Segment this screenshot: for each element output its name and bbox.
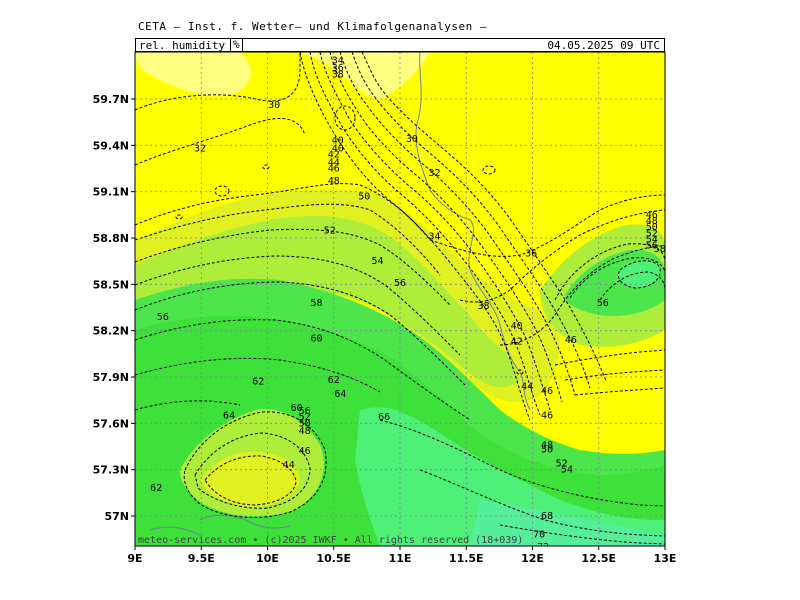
contour-label: 68	[541, 511, 553, 522]
contour-label: 34	[428, 231, 440, 242]
contour-lines	[135, 52, 665, 545]
contour-label: 50	[299, 418, 311, 429]
x-tick-label: 11E	[389, 552, 412, 565]
contour-label: 52	[324, 225, 336, 236]
contour-label: 56	[646, 241, 658, 252]
x-tick-label: 10E	[256, 552, 279, 565]
contour-label: 62	[328, 375, 340, 386]
y-tick-label: 59.1N	[93, 186, 129, 199]
contour-label: 36	[525, 248, 537, 259]
contour-label: 40	[511, 321, 523, 332]
contour-label: 56	[299, 406, 311, 417]
contour-label: 36	[332, 63, 344, 74]
x-tick-label: 10.5E	[316, 552, 351, 565]
contour-label: 52	[646, 228, 658, 239]
humidity-66-zone	[355, 407, 665, 546]
contour-label: 56	[157, 312, 169, 323]
dry-patch	[300, 52, 430, 100]
contour-label: 34	[332, 55, 344, 66]
contour-label: 48	[299, 426, 311, 437]
contour-label: 70	[533, 530, 545, 541]
humidity-50-band	[135, 216, 520, 388]
contour-label: 72	[537, 542, 549, 553]
y-tick-label: 59.4N	[93, 139, 129, 152]
contour-label: 30	[268, 100, 280, 111]
contour-label: 44	[521, 381, 533, 392]
contour-label: 56	[394, 278, 406, 289]
contour-labels: 3032303234363840404244464850525456585660…	[150, 55, 666, 553]
map-field: 3032303234363840404244464850525456585660…	[135, 52, 666, 553]
contour-label: 40	[332, 136, 344, 147]
x-tick-label: 11.5E	[449, 552, 484, 565]
contour-label: 64	[223, 411, 235, 422]
y-tick-label: 57.3N	[93, 464, 129, 477]
contour-label: 46	[299, 446, 311, 457]
y-tick-label: 59.7N	[93, 93, 129, 106]
copyright-footer: meteo-services.com • (c)2025 IWKF • All …	[138, 535, 524, 546]
east-cell-core	[618, 260, 661, 288]
contour-label: 30	[406, 134, 418, 145]
contour-label: 50	[646, 222, 658, 233]
x-tick-label: 13E	[654, 552, 677, 565]
x-tick-label: 9.5E	[188, 552, 215, 565]
contour-label: 46	[541, 411, 553, 422]
contour-label: 46	[328, 164, 340, 175]
contour-label: 52	[556, 458, 568, 469]
contour-label: 50	[541, 445, 553, 456]
dry-patch	[135, 52, 251, 96]
x-tick-label: 12E	[521, 552, 544, 565]
contour-label: 40	[332, 143, 344, 154]
contour-label: 42	[328, 150, 340, 161]
contour-label: 54	[561, 465, 573, 476]
chart-title: CETA — Inst. f. Wetter— und Klimafolgena…	[138, 20, 488, 33]
y-tick-label: 58.5N	[93, 278, 129, 291]
contour-label: 46	[541, 386, 553, 397]
contour-label: 62	[252, 377, 264, 388]
contour-label: 42	[511, 336, 523, 347]
variable-label: rel. humidity	[139, 39, 226, 52]
contour-label: 60	[291, 403, 303, 414]
x-tick-label: 12.5E	[581, 552, 616, 565]
y-tick-label: 58.8N	[93, 232, 129, 245]
contour-label: 38	[477, 301, 489, 312]
y-tick-label: 57N	[104, 510, 129, 523]
contour-label: 52	[299, 412, 311, 423]
y-tick-label: 58.2N	[93, 325, 129, 338]
timestamp: 04.05.2025 09 UTC	[547, 39, 660, 52]
contour-label: 44	[283, 460, 295, 471]
contour-label: 54	[371, 256, 383, 267]
contour-label: 50	[358, 191, 370, 202]
contour-label: 32	[428, 168, 440, 179]
contour-label: 56	[597, 298, 609, 309]
dry-tongue-inner	[200, 451, 300, 507]
contour-label: 66	[378, 412, 390, 423]
contour-label: 58	[654, 244, 666, 255]
contour-label: 48	[328, 176, 340, 187]
contour-label: 46	[565, 335, 577, 346]
contour-label: 48	[646, 216, 658, 227]
latitude-axis: 59.7N 59.4N 59.1N 58.8N 58.5N 58.2N 57.9N 57.6N…	[93, 93, 135, 523]
contour-label: 62	[150, 483, 162, 494]
humidity-70-zone	[470, 500, 665, 546]
contour-label: 38	[332, 69, 344, 80]
contour-label: 58	[311, 298, 323, 309]
contour-label: 32	[194, 143, 206, 154]
contour-label: 44	[328, 157, 340, 168]
contour-label: 64	[334, 389, 346, 400]
y-tick-label: 57.6N	[93, 417, 129, 430]
contour-label: 48	[541, 440, 553, 451]
y-tick-label: 57.9N	[93, 371, 129, 384]
x-tick-label: 9E	[127, 552, 142, 565]
longitude-axis: 9E 9.5E 10E 10.5E 11E 11.5E 12E 12.5E 13E	[127, 546, 676, 565]
contour-label: 46	[646, 210, 658, 221]
contour-label: 54	[646, 235, 658, 246]
contour-label: 60	[311, 333, 323, 344]
